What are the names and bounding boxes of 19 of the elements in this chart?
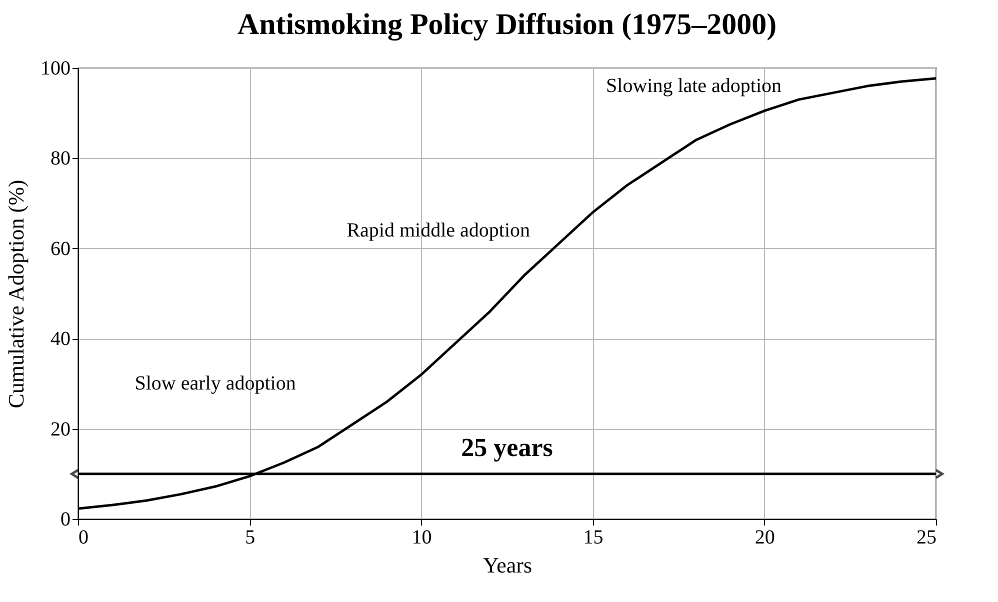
y-tick-label: 60 [50,238,70,260]
y-tick-label: 40 [50,328,70,350]
annotation: Slowing late adoption [606,75,782,98]
x-tick-label: 0 [78,526,88,548]
x-tick-label: 25 [916,526,936,548]
x-tick-label: 15 [583,526,604,548]
x-tick-label: 10 [412,526,432,548]
annotation: Rapid middle adoption [346,219,530,242]
ref-line-label: 25 years [461,432,553,462]
annotation: Slow early adoption [134,372,296,395]
x-axis-title: Years [482,552,532,578]
x-tick-label: 20 [754,526,775,548]
chart-title: Antismoking Policy Diffusion (1975–2000) [237,8,777,41]
y-tick-label: 100 [40,58,70,80]
x-tick-label: 5 [245,526,256,548]
y-axis-title: Cumulative Adoption (%) [4,180,28,408]
y-tick-label: 0 [60,508,70,530]
y-tick-label: 80 [50,148,70,170]
y-tick-label: 20 [50,418,70,440]
